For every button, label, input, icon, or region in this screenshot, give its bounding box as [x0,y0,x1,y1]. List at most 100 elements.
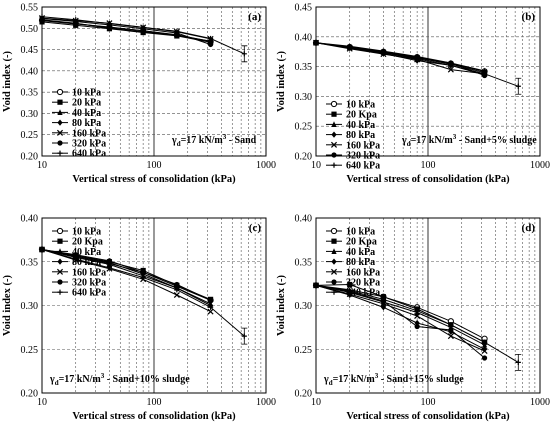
annotation-part: =17 kN/m [333,374,376,385]
annotation-part: γ [401,135,407,146]
data-point [73,252,79,258]
data-point [380,296,387,302]
legend-label: 320 kPa [346,151,380,162]
legend-label: 160 kPa [346,140,380,151]
data-point [347,291,353,299]
x-tick-label: 100 [421,397,436,408]
y-tick-label: 0.25 [21,345,39,356]
annotation-part: d [329,379,333,387]
annotation-part: =17 kN/m [59,374,102,385]
data-point [447,66,454,73]
legend-label: 20 Kpa [72,237,103,248]
y-tick-label: 0.35 [295,62,313,73]
series-line [315,284,485,352]
legend-label: 20 Kpa [346,237,377,248]
x-axis-label: Vertical stress of consolidation (kPa) [346,411,510,422]
density-annotation: γd=17 kN/m3 - Sand [171,133,257,148]
data-point [448,327,454,333]
legend-marker [57,140,63,146]
density-annotation: γd=17 kN/m3 - Sand+15% sludge [323,372,464,387]
legend-marker [56,129,64,136]
y-tick-label: 0.40 [295,32,313,43]
annotation-part: 3 [223,133,227,141]
legend-label: 10 kPa [346,227,375,238]
data-point [174,281,180,288]
data-point [140,269,146,275]
data-point [241,51,247,57]
data-point [515,83,521,89]
data-point [207,35,214,42]
data-point [173,291,180,299]
legend-marker [56,88,64,96]
x-tick-label: 100 [421,160,436,171]
legend-label: 640 kPa [72,288,106,299]
legend-label: 320 kPa [72,139,106,150]
legend-marker [57,150,63,156]
data-point [448,62,454,69]
annotation-part: - Sand+15% sludge [378,374,464,385]
data-point [380,50,387,56]
data-point [73,17,79,23]
legend-label: 320 kPa [346,278,380,289]
legend-label: 160 kPa [346,267,380,278]
y-axis-label: Void index (-) [2,275,13,336]
y-tick-label: 0.35 [21,88,39,99]
data-point [207,308,214,315]
y-tick-label: 0.25 [295,345,313,356]
data-point [39,246,45,253]
legend-label: 160 kPa [72,267,106,278]
series-line [41,19,211,42]
legend-marker [57,258,63,265]
legend-label: 80 kPa [346,257,375,268]
data-point [414,323,420,330]
y-tick-label: 0.40 [21,66,39,77]
legend-label: 80 kPa [72,257,101,268]
y-tick-label: 0.40 [295,214,313,225]
legend-marker [57,238,63,244]
data-point [481,347,488,355]
annotation-part: 3 [101,372,105,380]
series-line [315,284,485,359]
data-point [73,256,79,262]
chart-panel-b: 0.20 0.25 0.30 0.35 0.40 0.45 10 100 1000 Vertica… [276,3,550,186]
chart-panel-c: 0.20 0.25 0.30 0.35 0.40 10 100 1000 Vertical st… [2,214,276,423]
x-tick-label: 1000 [530,160,550,171]
data-point [481,71,488,77]
legend-marker [331,111,337,117]
x-tick-label: 10 [311,397,321,408]
annotation-part: 3 [453,133,457,141]
legend-label: 640 kPa [72,149,106,160]
legend-marker [331,152,337,158]
series-line [41,249,211,301]
y-tick-label: 0.30 [21,301,39,312]
legend-label: 10 kPa [72,88,101,99]
panel-label: (a) [248,11,261,23]
legend-marker [57,279,63,285]
data-point [347,281,353,288]
density-annotation: γd=17 kN/m3 - Sand+5% sludge [401,133,537,148]
x-tick-label: 100 [147,397,162,408]
series-line [41,18,211,45]
data-point [174,287,180,293]
series-line [315,42,485,72]
legend-marker [330,268,338,275]
annotation-part: γ [323,374,329,385]
annotation-part: d [55,379,59,387]
y-axis-label: Void index (-) [276,51,287,112]
y-tick-label: 0.20 [295,389,313,400]
series-line [315,42,485,75]
annotation-part: - Sand [226,135,256,146]
legend-marker [57,289,63,295]
x-tick-label: 1000 [256,160,276,171]
y-tick-label: 0.25 [295,122,313,133]
legend-label: 80 kPa [346,130,375,141]
series-640-kpa [39,14,248,63]
y-tick-label: 0.30 [295,92,313,103]
x-tick-label: 10 [37,160,47,171]
y-tick-label: 0.40 [21,214,39,225]
